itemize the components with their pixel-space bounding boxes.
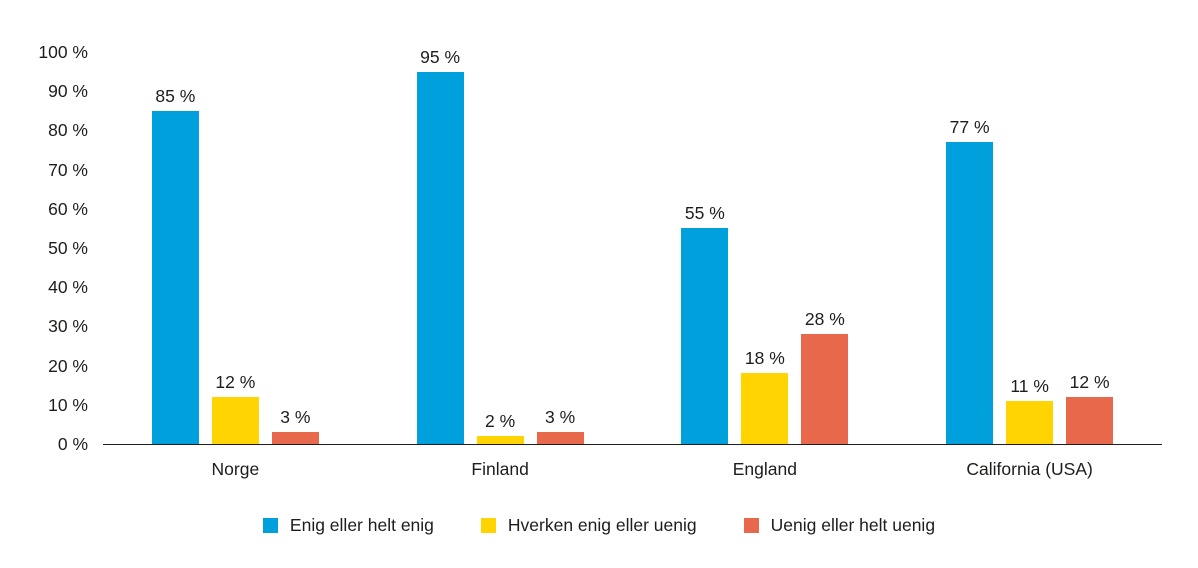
y-tick-label: 80 % bbox=[48, 120, 88, 141]
value-label: 3 % bbox=[545, 407, 576, 428]
legend-item: Uenig eller helt uenig bbox=[743, 515, 936, 535]
bar-column: 12 % bbox=[1066, 371, 1114, 444]
bar bbox=[946, 142, 994, 444]
value-label: 28 % bbox=[804, 309, 845, 330]
legend: Enig eller helt enig Hverken enig eller u… bbox=[0, 515, 1198, 535]
value-label: 77 % bbox=[949, 117, 990, 138]
legend-label: Hverken enig eller uenig bbox=[507, 515, 697, 535]
bar bbox=[741, 373, 789, 444]
y-tick-label: 0 % bbox=[57, 434, 88, 454]
category-label: Finland bbox=[471, 459, 529, 479]
bar bbox=[211, 396, 259, 444]
y-tick-label: 60 % bbox=[48, 198, 88, 219]
category-label: England bbox=[732, 459, 797, 479]
bar-group: 95 % 2 % 3 % bbox=[368, 47, 633, 444]
y-tick-label: 50 % bbox=[48, 238, 88, 258]
legend-item: Hverken enig eller uenig bbox=[480, 515, 697, 535]
legend-label: Enig eller helt enig bbox=[289, 515, 434, 535]
y-axis: 0 % 10 % 20 % 30 % 40 % 50 % 60 % 70 % 80 % 90 % 1… bbox=[0, 42, 88, 454]
bar bbox=[681, 228, 729, 444]
y-tick-label: 70 % bbox=[48, 159, 88, 180]
y-tick-label: 90 % bbox=[48, 81, 88, 102]
value-label: 12 % bbox=[1069, 371, 1110, 392]
value-label: 12 % bbox=[215, 371, 256, 392]
category-label: California (USA) bbox=[966, 459, 1093, 479]
bar-column: 55 % bbox=[681, 203, 729, 444]
bar bbox=[801, 334, 849, 444]
bar bbox=[151, 110, 199, 444]
value-label: 11 % bbox=[1010, 375, 1049, 396]
bar bbox=[416, 71, 464, 444]
bar bbox=[536, 432, 584, 444]
bar-column: 3 % bbox=[271, 407, 319, 444]
value-label: 95 % bbox=[420, 46, 461, 67]
value-label: 3 % bbox=[280, 407, 311, 428]
x-axis-line bbox=[103, 443, 1162, 445]
plot-area: 85 % 12 % 3 % 95 % 2 % 3 % 55 % 18 % 28 % 77 % 11 … bbox=[103, 47, 1162, 444]
bar-column: 12 % bbox=[211, 371, 259, 444]
y-tick-label: 100 % bbox=[38, 42, 88, 62]
bar-column: 18 % bbox=[741, 348, 789, 444]
value-label: 2 % bbox=[485, 411, 516, 432]
value-label: 18 % bbox=[744, 348, 785, 369]
legend-label: Uenig eller helt uenig bbox=[770, 515, 936, 535]
bar bbox=[1006, 400, 1054, 444]
bar bbox=[476, 436, 524, 444]
bar-group: 85 % 12 % 3 % bbox=[103, 52, 368, 444]
bar-column: 11 % bbox=[1006, 375, 1054, 444]
value-label: 85 % bbox=[155, 85, 196, 106]
y-tick-label: 10 % bbox=[48, 394, 88, 415]
legend-swatch bbox=[743, 517, 759, 533]
value-label: 55 % bbox=[684, 203, 725, 224]
bar-column: 85 % bbox=[151, 85, 199, 444]
legend-item: Enig eller helt enig bbox=[262, 515, 434, 535]
bar-column: 77 % bbox=[946, 117, 994, 444]
legend-swatch bbox=[262, 517, 278, 533]
y-tick-label: 20 % bbox=[48, 355, 88, 376]
bar-column: 2 % bbox=[476, 411, 524, 444]
legend-swatch bbox=[480, 517, 496, 533]
y-tick-label: 30 % bbox=[48, 316, 88, 337]
bar bbox=[271, 432, 319, 444]
bar-column: 95 % bbox=[416, 46, 464, 444]
bar-column: 28 % bbox=[801, 309, 849, 444]
bar bbox=[1066, 396, 1114, 444]
x-axis-labels: Norge Finland England California (USA) bbox=[103, 459, 1162, 480]
bar-group: 77 % 11 % 12 % bbox=[897, 52, 1162, 444]
bar-group: 55 % 18 % 28 % bbox=[633, 52, 898, 444]
y-tick-label: 40 % bbox=[48, 277, 88, 298]
bar-column: 3 % bbox=[536, 407, 584, 444]
category-label: Norge bbox=[211, 459, 260, 479]
